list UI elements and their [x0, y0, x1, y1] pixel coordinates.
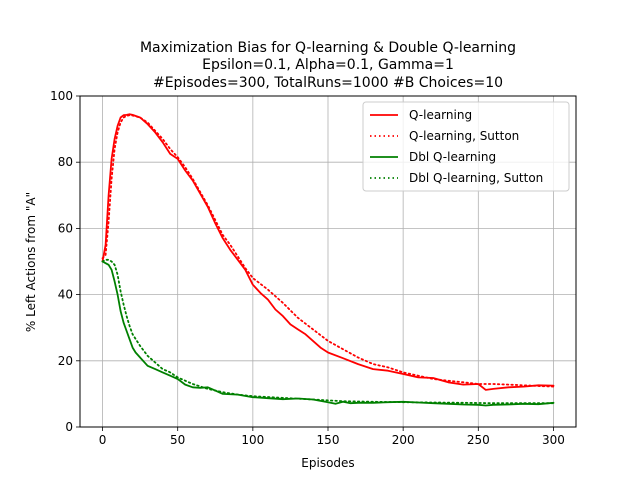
chart-title-line-2: Epsilon=0.1, Alpha=0.1, Gamma=1 — [202, 57, 454, 73]
series-line-1 — [101, 113, 555, 391]
legend-label-3: Dbl Q-learning — [409, 150, 496, 164]
y-tick-label: 40 — [58, 288, 73, 302]
x-tick-label: 100 — [241, 433, 264, 447]
chart-title-line-3: #Episodes=300, TotalRuns=1000 #B Choices… — [153, 75, 503, 91]
x-tick-label: 50 — [170, 433, 185, 447]
y-axis-label: % Left Actions from "A" — [24, 192, 38, 332]
y-tick-label: 60 — [58, 221, 73, 235]
legend-label-4: Dbl Q-learning, Sutton — [409, 171, 543, 185]
x-axis-label: Episodes — [301, 456, 354, 470]
x-tick-label: 200 — [392, 433, 415, 447]
legend-items: Q-learning Q-learning, Sutton Dbl Q-learni… — [370, 108, 543, 185]
x-tick-label: 300 — [542, 433, 565, 447]
legend: Q-learning Q-learning, Sutton Dbl Q-learni… — [362, 101, 570, 192]
y-tick-label: 100 — [50, 89, 73, 103]
legend-label-2: Q-learning, Sutton — [409, 129, 519, 143]
series-line-2 — [101, 114, 555, 388]
x-tick-label: 250 — [467, 433, 490, 447]
x-tick-label: 150 — [317, 433, 340, 447]
chart-title-line-1: Maximization Bias for Q-learning & Doubl… — [140, 40, 516, 56]
series-lines — [101, 113, 555, 407]
y-tick-label: 80 — [58, 155, 73, 169]
legend-box — [362, 101, 570, 192]
legend-label-1: Q-learning — [409, 108, 472, 122]
y-tick-label: 0 — [65, 420, 73, 434]
x-tick-label: 0 — [99, 433, 107, 447]
y-tick-label: 20 — [58, 354, 73, 368]
series-line-4 — [101, 258, 555, 405]
axis-ticks: 0 50 100 150 200 250 300 0 20 40 60 80 100 — [50, 89, 565, 447]
